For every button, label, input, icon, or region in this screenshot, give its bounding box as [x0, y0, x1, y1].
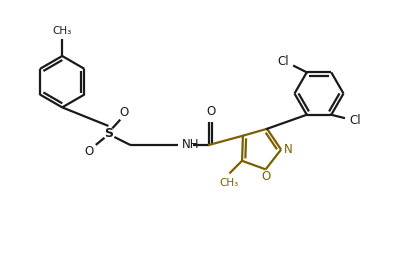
Text: N: N	[283, 143, 292, 156]
Text: CH₃: CH₃	[220, 178, 239, 188]
Text: O: O	[85, 145, 94, 158]
Text: Cl: Cl	[350, 114, 361, 127]
Text: O: O	[206, 105, 216, 118]
Text: NH: NH	[182, 138, 200, 152]
Text: O: O	[119, 106, 129, 119]
Text: S: S	[104, 127, 113, 139]
Text: Cl: Cl	[277, 55, 289, 68]
Text: CH₃: CH₃	[52, 26, 72, 36]
Text: O: O	[262, 170, 271, 182]
